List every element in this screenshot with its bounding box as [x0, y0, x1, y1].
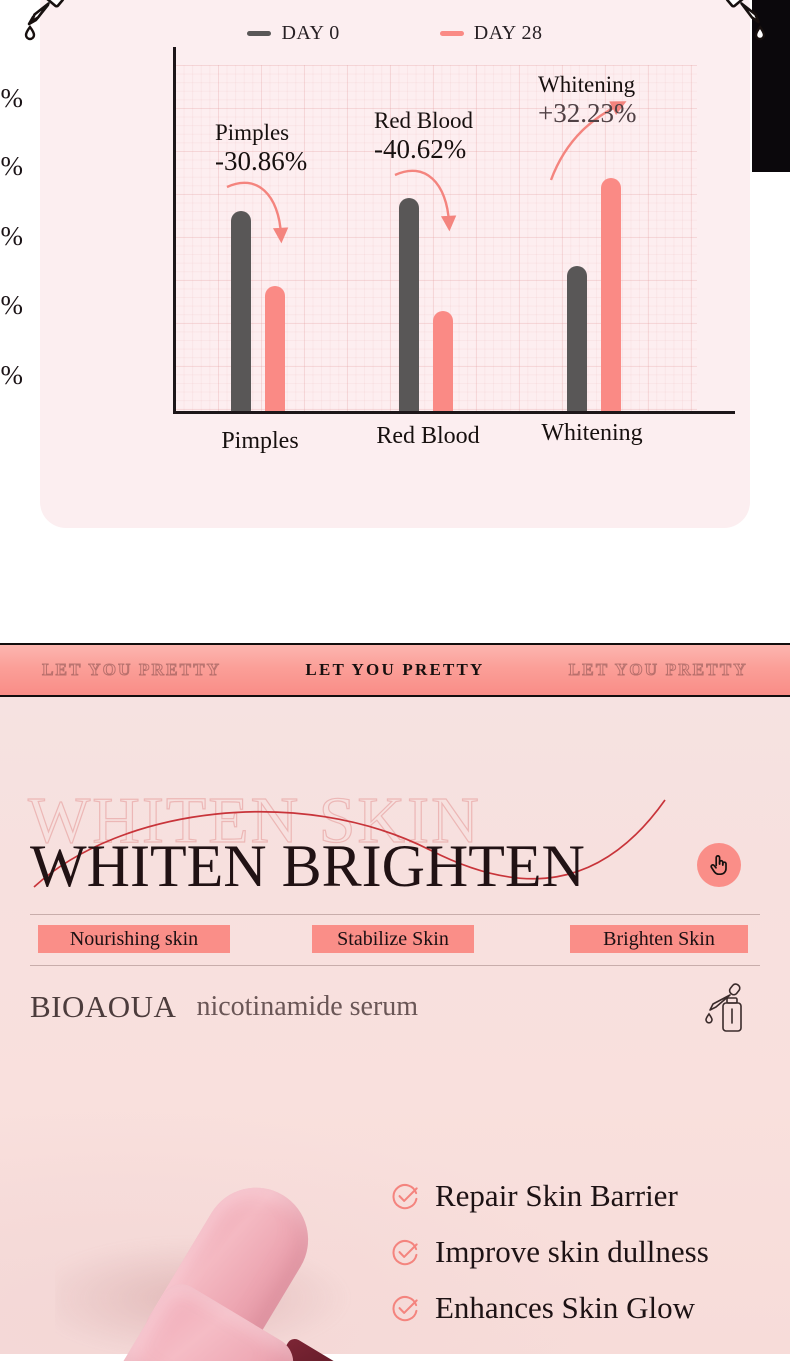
chart-card: DAY 0 DAY 28 100% 75% 50% 25% 0%: [0, 0, 750, 528]
y-tick-50: 50%: [0, 221, 23, 251]
bar-redblood-day28: [433, 311, 453, 411]
benefit-label: Repair Skin Barrier: [435, 1178, 678, 1213]
x-label-whitening: Whitening: [541, 420, 643, 446]
bar-whitening-day28: [601, 178, 621, 411]
y-tick-100: 100%: [0, 83, 23, 113]
divider-bottom: [30, 965, 760, 966]
annotation-pimples-value: -30.86%: [215, 146, 308, 177]
product-name: nicotinamide serum: [196, 991, 419, 1022]
x-label-pimples: Pimples: [221, 428, 299, 454]
y-tick-75: 75%: [0, 151, 23, 181]
benefit-label: Enhances Skin Glow: [435, 1290, 696, 1325]
bar-pimples-day28: [265, 286, 285, 411]
list-item: Repair Skin Barrier: [392, 1168, 782, 1224]
annotation-pimples: Pimples -30.86%: [215, 119, 307, 178]
bar-pimples-day0: [231, 211, 251, 411]
check-circle-icon: [392, 1183, 418, 1209]
ribbon-text-right: LET YOU PRETTY: [568, 660, 748, 680]
serum-bottle-icon: [705, 983, 742, 1032]
y-tick-0: 0%: [0, 360, 23, 390]
benefit-label: Improve skin dullness: [435, 1234, 709, 1269]
list-item: Improve skin dullness: [392, 1224, 782, 1280]
bar-whitening-day0: [567, 266, 587, 411]
chart-legend: DAY 0 DAY 28: [40, 20, 750, 46]
divider-top: [30, 914, 760, 915]
hand-pointer-icon: [710, 855, 727, 876]
list-item: Enhances Skin Glow: [392, 1280, 782, 1336]
legend-item-day28: DAY 28: [439, 21, 543, 45]
plot-area: 100% 75% 50% 25% 0%: [0, 47, 735, 414]
x-axis-line: [173, 411, 735, 414]
annotation-redblood-label: Red Blood: [374, 108, 474, 133]
brand-name: BIOAOUA: [30, 989, 177, 1024]
black-corner-block: [752, 0, 790, 172]
annotation-whitening-label: Whitening: [538, 72, 636, 97]
check-circle-icon: [392, 1239, 418, 1265]
annotation-whitening: Whitening +32.23%: [538, 71, 636, 130]
x-label-redblood: Red Blood: [376, 423, 480, 449]
annotation-redblood: Red Blood -40.62%: [374, 107, 473, 166]
click-badge[interactable]: [697, 843, 741, 887]
legend-label-day0: DAY 0: [281, 21, 340, 44]
ribbon-text-center: LET YOU PRETTY: [305, 660, 485, 679]
benefits-list: Repair Skin Barrier Improve skin dullnes…: [392, 1168, 782, 1336]
annotation-arrows: [226, 101, 627, 244]
bar-redblood-day0: [399, 198, 419, 411]
annotation-pimples-label: Pimples: [215, 120, 290, 145]
marquee-ribbon: LET YOU PRETTY LET YOU PRETTY LET YOU PR…: [0, 643, 790, 697]
page-title: WHITEN BRIGHTEN: [30, 833, 585, 899]
tag-nourishing-skin[interactable]: Nourishing skin: [38, 925, 230, 953]
brand-row: BIOAOUA nicotinamide serum: [30, 983, 760, 1032]
annotation-whitening-value: +32.23%: [538, 98, 637, 129]
annotation-redblood-value: -40.62%: [374, 134, 467, 165]
ghost-title: WHITEN SKIN: [27, 783, 481, 857]
y-axis-line: [173, 47, 176, 411]
y-tick-25: 25%: [0, 290, 23, 320]
product-photo: [55, 1146, 385, 1361]
chart-section: DAY 0 DAY 28 100% 75% 50% 25% 0%: [0, 0, 790, 610]
tag-stabilize-skin[interactable]: Stabilize Skin: [312, 925, 474, 953]
ribbon-text-left: LET YOU PRETTY: [42, 660, 222, 680]
legend-dash-icon: [247, 30, 272, 36]
tag-brighten-skin[interactable]: Brighten Skin: [570, 925, 748, 953]
legend-dash-icon: [439, 30, 464, 36]
legend-item-day0: DAY 0: [247, 22, 339, 45]
legend-label-day28: DAY 28: [473, 21, 543, 44]
check-circle-icon: [392, 1295, 418, 1321]
swoosh-line: [33, 799, 666, 888]
tag-row: Nourishing skin Stabilize Skin Brighten …: [30, 925, 760, 955]
